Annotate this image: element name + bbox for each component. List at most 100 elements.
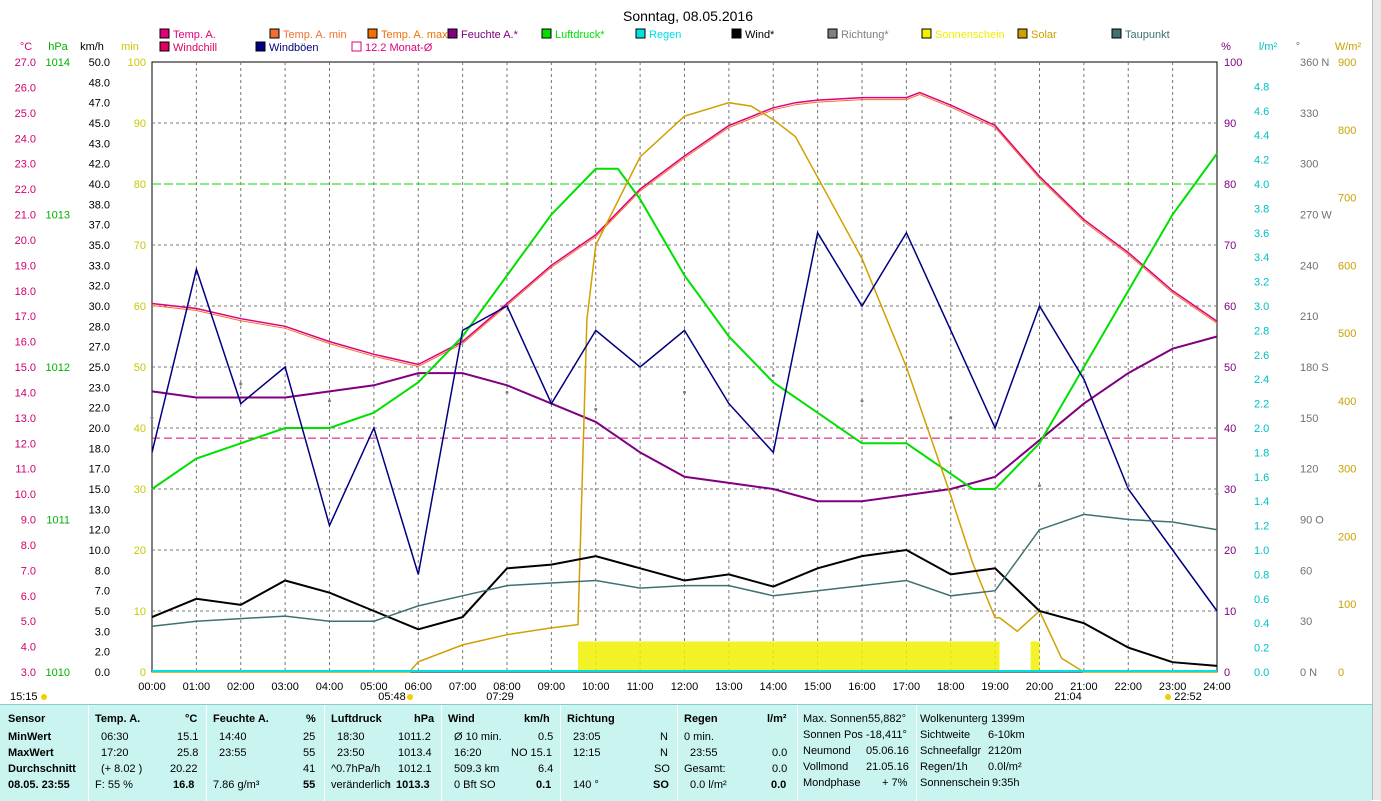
divider — [560, 705, 561, 801]
wind-now-value: 0.1 — [536, 779, 552, 791]
regen-now-value: 0.0 — [771, 779, 787, 791]
wind-avg-value: 6.4 — [538, 763, 554, 775]
mondphase-label: Mondphase — [803, 777, 861, 789]
scrollbar[interactable] — [1372, 0, 1381, 800]
y-tick-humidity: 60 — [1224, 301, 1236, 313]
y-tick-wind: 8.0 — [95, 565, 110, 577]
x-tick-label: 16:00 — [848, 681, 876, 693]
row-avg-label: Durchschnitt — [8, 763, 76, 775]
sicht-label: Sichtweite — [920, 729, 971, 741]
legend-swatch — [1017, 28, 1028, 39]
y-tick-rain: 4.4 — [1254, 130, 1269, 142]
sonnen-pos-value: -18,411° — [866, 729, 907, 741]
y-tick-pressure: 1013 — [46, 210, 70, 222]
y-tick-wind: 33.0 — [89, 260, 110, 272]
y-tick-wind: 7.0 — [95, 586, 110, 598]
sonnen-max-value: 55,882° — [868, 713, 907, 725]
axis-unit-humidity: % — [1221, 41, 1231, 53]
marker-time-label: 15:15 — [10, 691, 38, 703]
y-tick-wind: 25.0 — [89, 362, 110, 374]
x-tick-label: 07:00 — [449, 681, 477, 693]
regen-max-value: 0.0 — [772, 747, 788, 759]
y-tick-wind: 17.0 — [89, 464, 110, 476]
y-tick-temp: 5.0 — [21, 616, 36, 628]
y-tick-wind: 27.0 — [89, 342, 110, 354]
y-tick-temp: 19.0 — [15, 260, 36, 272]
luft-avg-value: 1012.1 — [398, 763, 432, 775]
y-tick-sun: 70 — [134, 240, 146, 252]
y-tick-temp: 20.0 — [15, 235, 36, 247]
row-max-label: MaxWert — [8, 747, 54, 759]
y-tick-temp: 23.0 — [15, 159, 36, 171]
y-tick-temp: 17.0 — [15, 311, 36, 323]
y-tick-humidity: 70 — [1224, 240, 1236, 252]
y-tick-rain: 1.0 — [1254, 545, 1269, 557]
wind-max-value: NO 15.1 — [511, 747, 552, 759]
y-tick-temp: 15.0 — [15, 362, 36, 374]
feuchte-min-value: 25 — [303, 731, 316, 743]
y-tick-pressure: 1010 — [46, 667, 70, 679]
y-tick-rain: 0.6 — [1254, 594, 1269, 606]
x-tick-label: 04:00 — [316, 681, 344, 693]
y-tick-wind: 15.0 — [89, 484, 110, 496]
header-regen: Regen — [684, 713, 718, 725]
x-tick-label: 20:00 — [1026, 681, 1054, 693]
y-tick-wind: 3.0 — [95, 626, 110, 638]
temp-avg-value: 20.22 — [170, 763, 198, 775]
y-tick-temp: 10.0 — [15, 489, 36, 501]
legend-swatch — [541, 28, 552, 39]
sunshine-bar — [578, 641, 1000, 672]
y-tick-rain: 4.0 — [1254, 179, 1269, 191]
axis-unit-direction: ° — [1296, 41, 1300, 53]
x-tick-label: 18:00 — [937, 681, 965, 693]
neumond-value: 05.06.16 — [866, 745, 909, 757]
luft-max-time: 23:50 — [337, 747, 365, 759]
divider — [916, 705, 917, 801]
y-tick-wind: 38.0 — [89, 199, 110, 211]
y-tick-direction: 60 — [1300, 565, 1312, 577]
legend-swatch — [731, 28, 742, 39]
x-tick-label: 17:00 — [893, 681, 921, 693]
direction-point — [1038, 484, 1041, 488]
direction-point — [505, 390, 509, 394]
sonnenschein-label: Sonnenschein — [920, 777, 990, 789]
legend-swatch — [351, 41, 362, 52]
y-tick-rain: 0.8 — [1254, 569, 1269, 581]
direction-point — [1126, 484, 1130, 488]
y-tick-sun: 20 — [134, 545, 146, 557]
marker-time-label: 21:04 — [1054, 691, 1082, 703]
legend-swatch — [827, 28, 838, 39]
direction-point — [683, 390, 686, 394]
y-tick-sun: 90 — [134, 118, 146, 130]
y-tick-temp: 22.0 — [15, 184, 36, 196]
y-tick-wind: 20.0 — [89, 423, 110, 435]
y-tick-temp: 4.0 — [21, 642, 36, 654]
legend-label: Regen — [649, 29, 681, 41]
weather-chart: 00:00 01:00 02:00 03:00 04:00 05:00 06:00 07:00… — [10, 8, 1361, 703]
legend-swatch — [255, 41, 266, 52]
luft-forecast: veränderlich — [331, 779, 391, 791]
x-tick-label: 13:00 — [715, 681, 743, 693]
temp-min-value: 15.1 — [177, 731, 199, 743]
y-tick-direction: 270 W — [1300, 210, 1332, 222]
feuchte-now-value: 55 — [303, 779, 316, 791]
y-tick-wind: 42.0 — [89, 159, 110, 171]
divider — [88, 705, 89, 801]
y-tick-direction: 90 O — [1300, 515, 1324, 527]
header-temp: Temp. A. — [95, 713, 141, 725]
y-tick-rain: 2.0 — [1254, 423, 1269, 435]
y-tick-rain: 4.8 — [1254, 81, 1269, 93]
y-tick-sun: 100 — [128, 57, 146, 69]
y-tick-wind: 50.0 — [89, 57, 110, 69]
vollmond-value: 21.05.16 — [866, 761, 909, 773]
y-tick-rain: 0.4 — [1254, 618, 1269, 630]
legend-swatch — [1111, 28, 1122, 39]
legend-label: Temp. A. max — [381, 29, 448, 41]
y-tick-solar: 0 — [1338, 667, 1344, 679]
temp-max-value: 25.8 — [177, 747, 199, 759]
y-tick-humidity: 80 — [1224, 179, 1236, 191]
row-min-label: MinWert — [8, 731, 52, 743]
y-tick-rain: 3.8 — [1254, 203, 1269, 215]
legend-swatch — [159, 28, 170, 39]
y-tick-humidity: 20 — [1224, 545, 1236, 557]
